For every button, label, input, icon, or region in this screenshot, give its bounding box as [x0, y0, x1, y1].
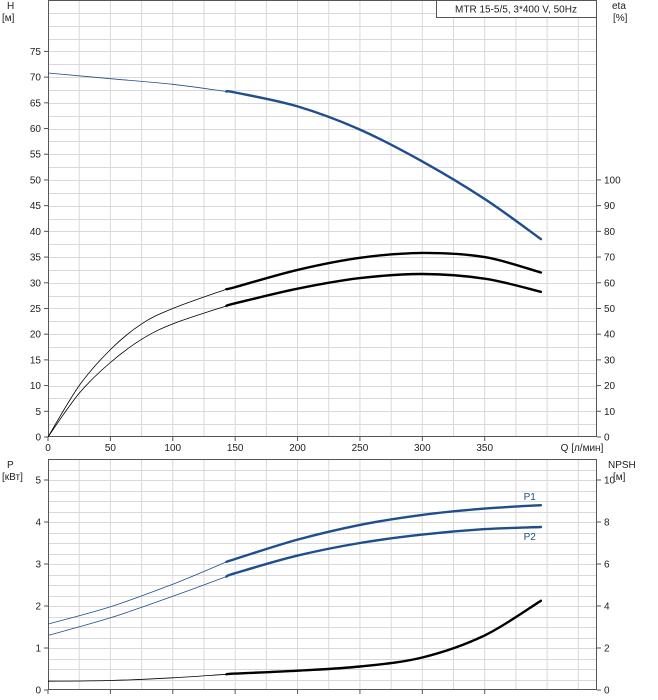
bot-plot-frame	[48, 459, 597, 690]
bot-series-npsh-line	[225, 599, 543, 676]
bot-series-npsh-thin-line	[47, 673, 227, 682]
top-y-left-tick-label: 30	[30, 278, 42, 289]
bot-y-left-tick-label: 2	[35, 602, 41, 613]
x-tick-label: 150	[227, 443, 244, 454]
bot-series-p2-thin-line	[47, 576, 227, 636]
top-y-right-tick-label: 40	[604, 330, 616, 341]
bot-y-left-tick-label: 0	[35, 686, 41, 697]
bot-y-right-tick-label: 8	[604, 518, 610, 529]
x-tick-label: 50	[105, 443, 117, 454]
top-y-right-tick-label: 60	[604, 278, 616, 289]
top-y-left-tick-label: 75	[30, 47, 42, 58]
power-npsh-panel: 0 1 2 3 4 5 0 2 4 6 8 10 P[кВт] NPSH[м] P1 P2	[2, 459, 636, 697]
bot-y-right-tick-label: 10	[604, 476, 616, 487]
top-y-left-tick-label: 10	[30, 381, 42, 392]
bot-y-left-label: P	[7, 460, 14, 471]
top-y-left-tick-label: 0	[35, 433, 41, 444]
top-y-left-tick-label: 65	[30, 98, 42, 109]
top-series-1-line	[225, 251, 543, 291]
top-y-left-tick-label: 45	[30, 201, 42, 212]
bot-y-right-label: NPSH	[608, 460, 636, 471]
bot-y-left-unit: [кВт]	[2, 472, 23, 483]
x-tick-label: 250	[352, 443, 369, 454]
bot-y-left-tick-label: 4	[35, 518, 41, 529]
top-y-right-tick-label: 30	[604, 355, 616, 366]
top-y-right-unit: [%]	[613, 13, 628, 24]
top-y-right-tick-label: 0	[604, 433, 610, 444]
top-y-left-tick-label: 15	[30, 355, 42, 366]
top-plot-frame	[48, 0, 597, 437]
top-y-left-tick-label: 50	[30, 175, 42, 186]
x-tick-label: 100	[164, 443, 181, 454]
legend-text: MTR 15-5/5, 3*400 V, 50Hz	[455, 5, 577, 16]
top-series-2-line	[225, 272, 543, 308]
bot-series-p1-line	[225, 504, 543, 564]
top-y-right-tick-label: 100	[604, 175, 621, 186]
bot-series-p1-thin-line	[47, 561, 227, 625]
top-series-2-thin-line	[47, 305, 227, 438]
head-efficiency-panel: 0 5 10 15 20 25 30 35 40 45 50 55 60 65 70 75 0 10 20 30 40 5…	[2, 0, 628, 454]
bot-y-left-tick-label: 5	[35, 476, 41, 487]
top-y-left-tick-label: 25	[30, 304, 42, 315]
top-series-0-line	[225, 89, 543, 241]
x-tick-label: 200	[289, 443, 306, 454]
bot-y-left-tick-label: 1	[35, 644, 41, 655]
bot-y-right-tick-label: 4	[604, 602, 610, 613]
top-y-left-label: H	[7, 1, 14, 12]
top-y-right-tick-label: 20	[604, 381, 616, 392]
top-y-left-unit: [м]	[2, 13, 15, 24]
top-y-right-tick-label: 70	[604, 253, 616, 264]
bot-y-left-tick-label: 3	[35, 560, 41, 571]
x-tick-label: 300	[414, 443, 431, 454]
bot-series-p2-line	[225, 525, 543, 578]
top-y-left-tick-label: 70	[30, 73, 42, 84]
legend-box	[436, 0, 597, 18]
bot-y-right-tick-label: 6	[604, 560, 610, 571]
top-y-right-tick-label: 50	[604, 304, 616, 315]
top-y-right-tick-label: 80	[604, 227, 616, 238]
x-axis-label: Q [л/мин]	[561, 443, 604, 454]
top-series-0-thin-line	[47, 72, 227, 92]
bot-series-p1-label: P1	[524, 492, 537, 503]
x-tick-label: 0	[45, 443, 51, 454]
top-y-left-tick-label: 40	[30, 227, 42, 238]
bot-y-right-tick-label: 0	[604, 686, 610, 697]
top-y-left-tick-label: 5	[35, 407, 41, 418]
bot-series-p2-label: P2	[524, 532, 537, 543]
top-y-right-tick-label: 10	[604, 407, 616, 418]
top-y-left-tick-label: 35	[30, 253, 42, 264]
top-y-left-tick-label: 55	[30, 150, 42, 161]
top-y-right-tick-label: 90	[604, 201, 616, 212]
top-y-right-label: eta	[612, 1, 626, 12]
bot-y-right-unit: [м]	[613, 472, 626, 483]
x-tick-label: 350	[476, 443, 493, 454]
top-series-1-thin-line	[47, 288, 227, 438]
top-y-left-tick-label: 20	[30, 330, 42, 341]
bot-y-right-tick-label: 2	[604, 644, 610, 655]
top-y-left-tick-label: 60	[30, 124, 42, 135]
